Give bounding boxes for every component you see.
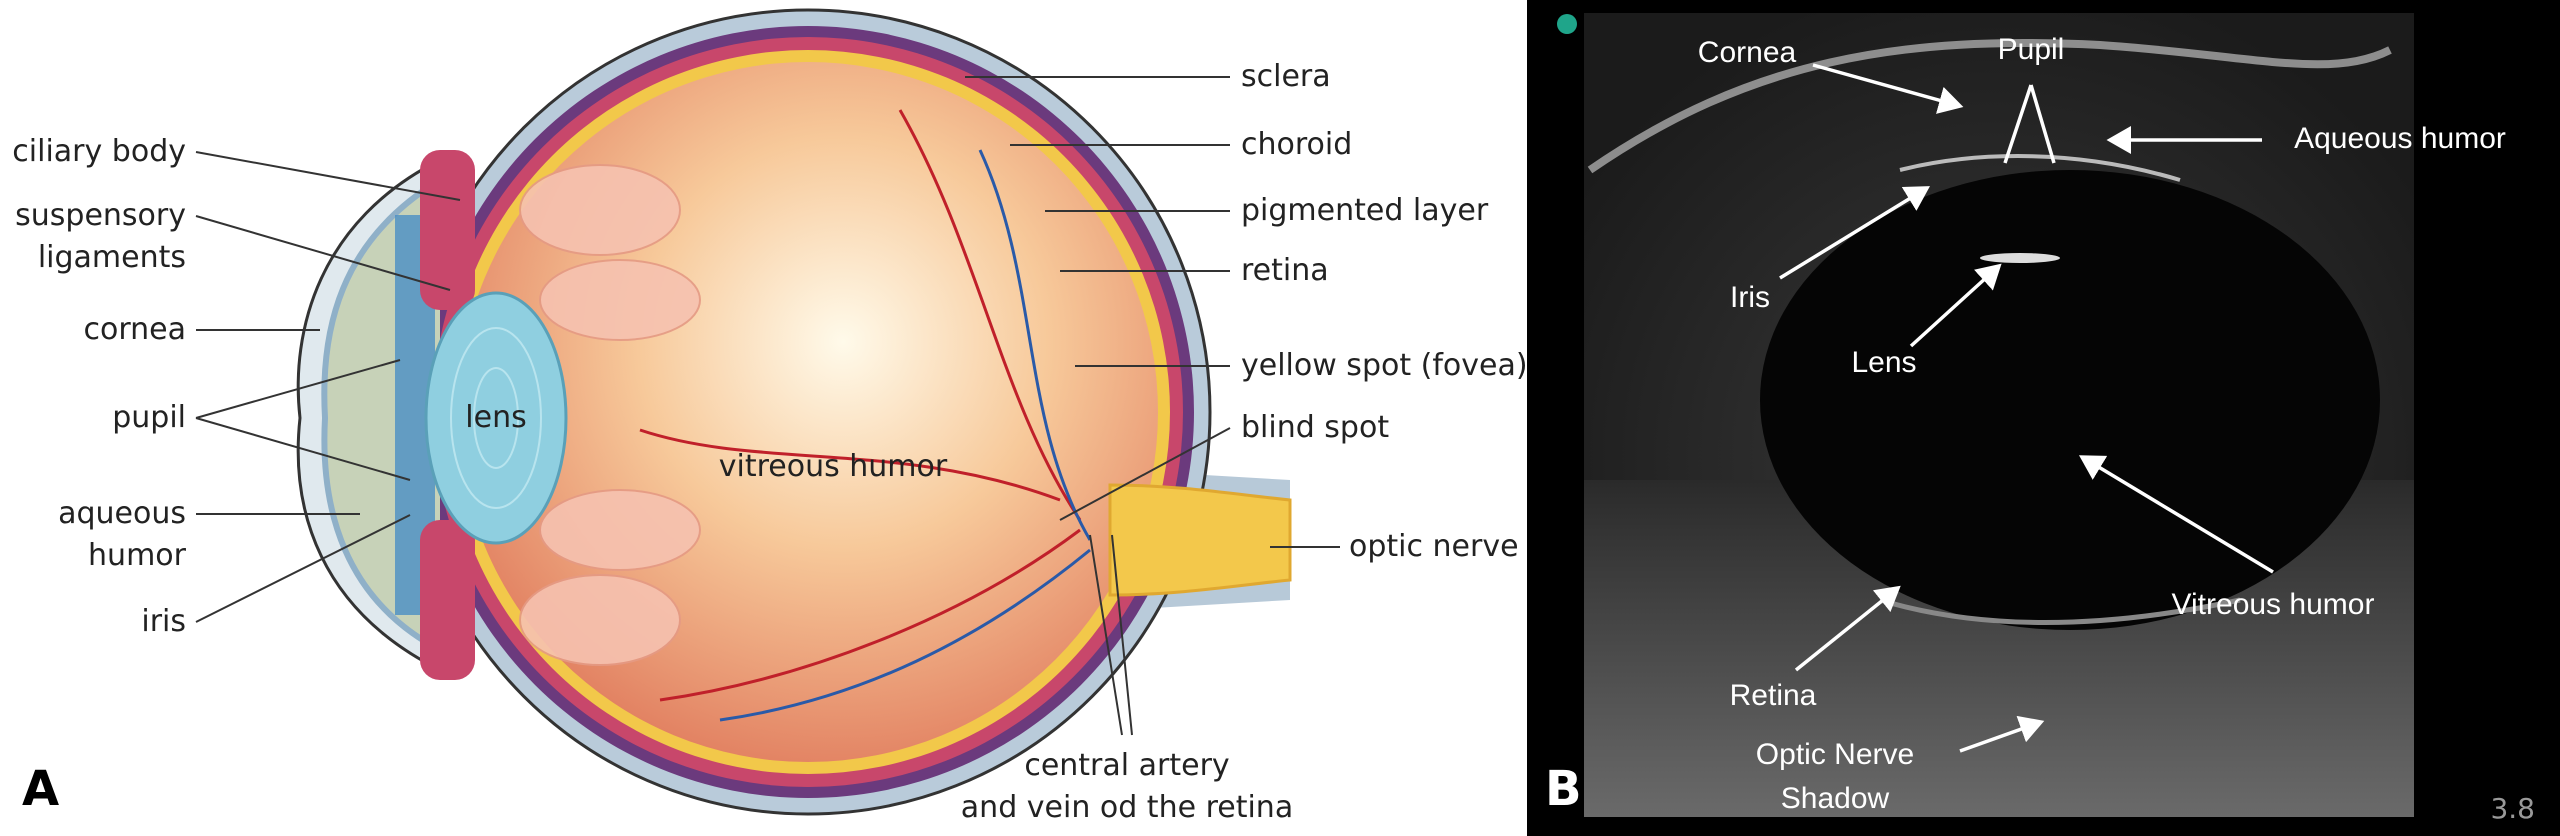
label: aqueous humor — [58, 496, 187, 573]
label: lens — [465, 400, 526, 435]
label-line: Cornea — [1698, 36, 1797, 69]
label-line: choroid — [1241, 127, 1352, 162]
label-line: vitreous humor — [719, 449, 948, 484]
label-line: suspensory — [15, 198, 186, 233]
label-line: Vitreous humor — [2172, 588, 2375, 621]
label: pigmented layer — [1241, 193, 1489, 228]
label-line: optic nerve — [1349, 529, 1519, 564]
label: optic nerve — [1349, 529, 1519, 564]
label-line: pigmented layer — [1241, 193, 1489, 228]
label-line: Optic Nerve — [1756, 738, 1914, 771]
label-line: blind spot — [1241, 410, 1389, 445]
ultrasound-image — [1557, 13, 2414, 817]
label: Pupil — [1998, 33, 2065, 66]
arrows — [1779, 63, 2274, 753]
label-line: retina — [1241, 253, 1329, 288]
label-line: lens — [465, 400, 526, 435]
label: cornea — [83, 312, 186, 347]
label: retina — [1241, 253, 1329, 288]
label-line: Lens — [1851, 346, 1916, 379]
label-line: iris — [141, 604, 186, 639]
label-line: Retina — [1730, 679, 1817, 712]
panel-letter: A — [22, 761, 59, 817]
label: Cornea — [1698, 36, 1797, 69]
label: suspensory ligaments — [15, 198, 186, 275]
label-line: cornea — [83, 312, 186, 347]
label: iris — [141, 604, 186, 639]
label-line: aqueous — [58, 496, 186, 531]
label: Lens — [1851, 346, 1916, 379]
label-line: yellow spot (fovea) — [1241, 348, 1528, 383]
label: ciliary body — [12, 134, 186, 169]
label-line: Pupil — [1998, 33, 2065, 66]
label: pupil — [112, 400, 186, 435]
label-line: ligaments — [38, 240, 186, 275]
label-line: humor — [88, 538, 187, 573]
label-line: ciliary body — [12, 134, 186, 169]
label: yellow spot (fovea) — [1241, 348, 1528, 383]
eye-illustration — [296, 8, 1292, 816]
label-line: Shadow — [1781, 782, 1890, 815]
label: Optic Nerve Shadow — [1756, 738, 1914, 815]
label: vitreous humor — [719, 449, 948, 484]
label-line: and vein od the retina — [961, 790, 1293, 825]
label-line: sclera — [1241, 59, 1331, 94]
label: Retina — [1730, 679, 1817, 712]
depth-readout: 3.8 — [2490, 792, 2535, 825]
label-line: central artery — [1024, 748, 1229, 783]
label: choroid — [1241, 127, 1352, 162]
label: Vitreous humor — [2172, 588, 2375, 621]
label: sclera — [1241, 59, 1331, 94]
label-line: Iris — [1730, 281, 1770, 314]
leader-lines — [195, 76, 1340, 736]
panel-letter: B — [1545, 761, 1582, 817]
label: blind spot — [1241, 410, 1389, 445]
label-line: pupil — [112, 400, 186, 435]
label: central artery and vein od the retina — [961, 748, 1293, 825]
label-line: Aqueous humor — [2294, 122, 2506, 155]
label: Aqueous humor — [2294, 122, 2506, 155]
label: Iris — [1730, 281, 1770, 314]
